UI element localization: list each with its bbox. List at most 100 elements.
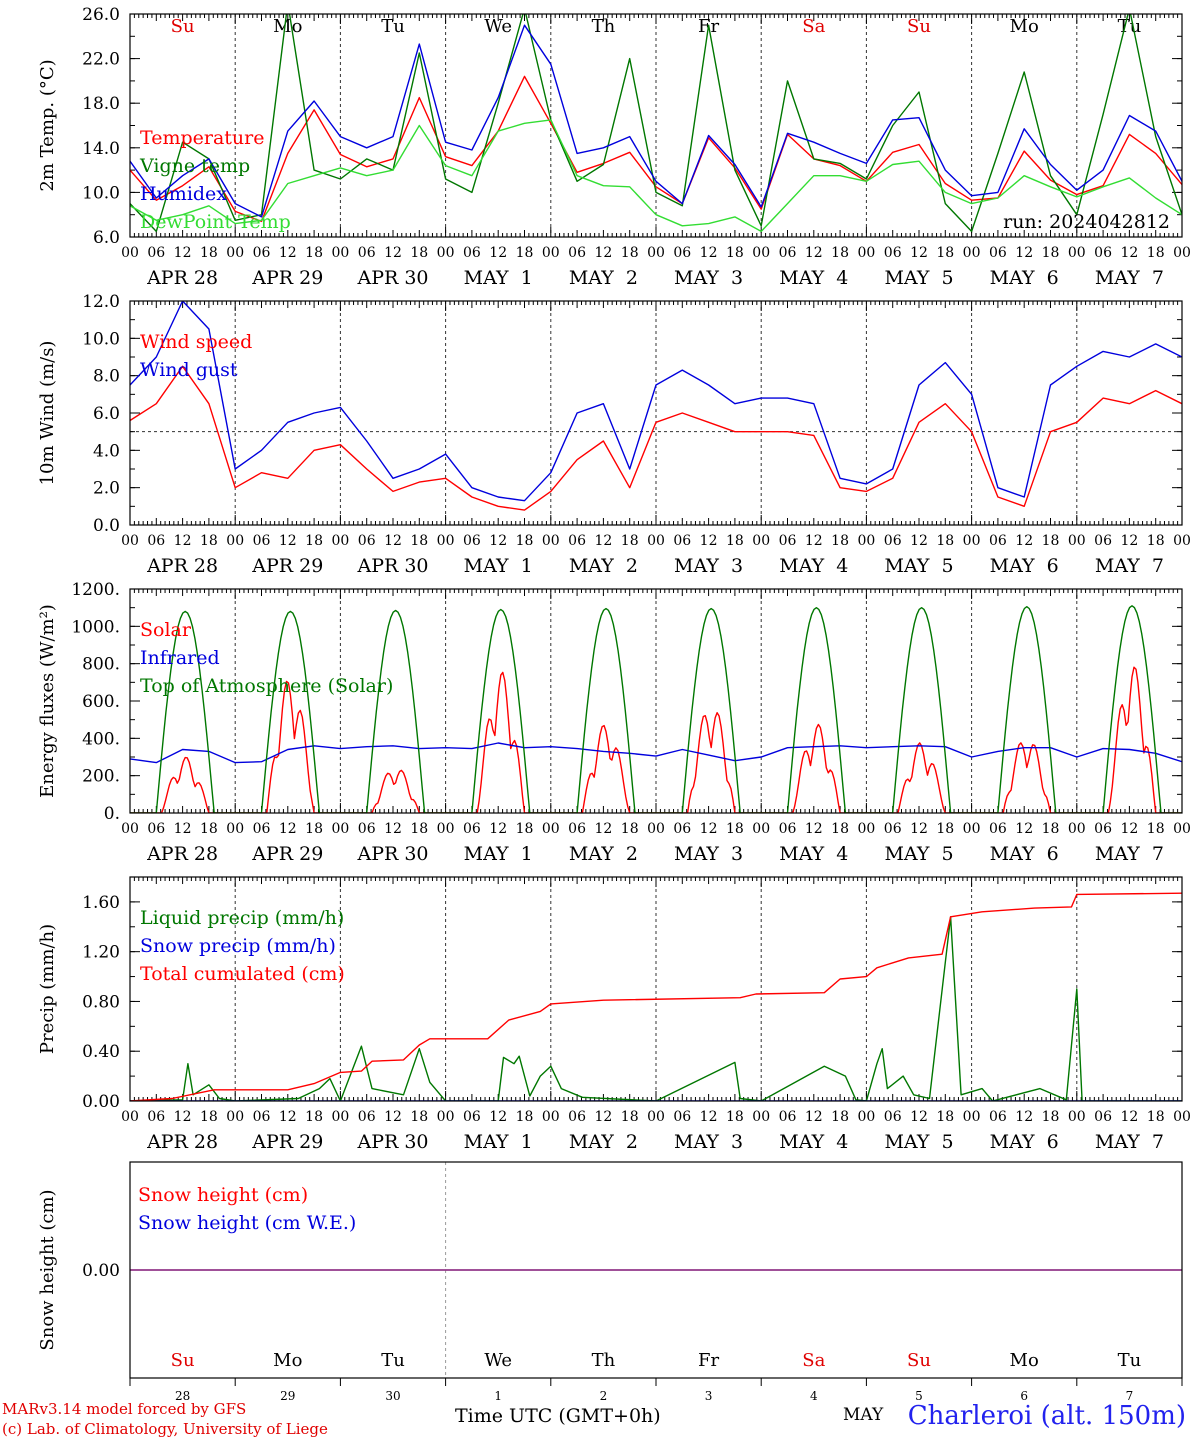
- y-tick-label: 12.0: [82, 292, 120, 312]
- hour-tick-label: 00: [647, 821, 665, 837]
- hour-tick-label: 18: [200, 1109, 218, 1125]
- hour-tick-label: 00: [437, 821, 455, 837]
- hour-tick-label: 12: [805, 1109, 823, 1125]
- hour-tick-label: 06: [989, 245, 1007, 261]
- legend-entry: Liquid precip (mm/h): [140, 907, 344, 929]
- panel-frame: [130, 589, 1182, 813]
- hour-tick-label: 06: [989, 821, 1007, 837]
- day-label: MAY 6: [990, 843, 1059, 865]
- hour-tick-label: 12: [384, 245, 402, 261]
- hour-tick-label: 18: [831, 1109, 849, 1125]
- hour-tick-label: 06: [779, 1109, 797, 1125]
- day-label: MAY 2: [569, 1131, 638, 1153]
- day-label: MAY 5: [884, 1131, 953, 1153]
- legend-entry: Vigne temp: [139, 155, 250, 177]
- y-axis-label: 2m Temp. (°C): [37, 59, 58, 191]
- hour-tick-label: 00: [1173, 821, 1191, 837]
- day-label: APR 28: [146, 1131, 218, 1153]
- y-tick-label: 0.00: [82, 1092, 120, 1112]
- weekday-label: Tu: [381, 1350, 405, 1371]
- hour-tick-label: 06: [1094, 821, 1112, 837]
- credit-line-model: MARv3.14 model forced by GFS: [2, 1400, 246, 1418]
- hour-tick-label: 12: [910, 533, 928, 549]
- hour-tick-label: 06: [989, 1109, 1007, 1125]
- hour-tick-label: 00: [1068, 245, 1086, 261]
- day-label: APR 30: [356, 555, 428, 577]
- y-tick-label: 4.0: [93, 441, 120, 461]
- hour-tick-label: 06: [779, 245, 797, 261]
- day-label: APR 30: [356, 1131, 428, 1153]
- hour-tick-label: 06: [673, 533, 691, 549]
- y-axis-label: Precip (mm/h): [37, 924, 58, 1054]
- hour-tick-label: 12: [279, 245, 297, 261]
- y-tick-label: 26.0: [82, 5, 120, 25]
- day-label: MAY 4: [779, 843, 848, 865]
- hour-tick-label: 12: [805, 533, 823, 549]
- y-tick-label: 0.00: [82, 1261, 120, 1281]
- hour-tick-label: 18: [1042, 1109, 1060, 1125]
- hour-tick-label: 12: [174, 533, 192, 549]
- weekday-label: Mo: [1010, 16, 1039, 37]
- hour-tick-label: 18: [936, 1109, 954, 1125]
- y-tick-label: 1.20: [82, 943, 120, 963]
- day-label: MAY 6: [990, 267, 1059, 289]
- day-label: MAY 3: [674, 555, 743, 577]
- day-label: MAY 7: [1095, 555, 1164, 577]
- y-tick-label: 0.40: [82, 1042, 120, 1062]
- x-axis-label: Time UTC (GMT+0h): [455, 1405, 661, 1427]
- hour-tick-label: 18: [1147, 821, 1165, 837]
- day-label: MAY 3: [674, 1131, 743, 1153]
- hour-tick-label: 06: [1094, 245, 1112, 261]
- hour-tick-label: 12: [384, 821, 402, 837]
- hour-tick-label: 18: [305, 533, 323, 549]
- bottom-month-label: MAY: [843, 1405, 883, 1425]
- hour-tick-label: 18: [516, 245, 534, 261]
- hour-tick-label: 00: [752, 1109, 770, 1125]
- hour-tick-label: 00: [542, 533, 560, 549]
- hour-tick-label: 00: [1068, 533, 1086, 549]
- day-label: MAY 2: [569, 267, 638, 289]
- day-label: MAY 4: [779, 267, 848, 289]
- station-label: Charleroi (alt. 150m): [908, 1401, 1186, 1431]
- weekday-label: Th: [592, 16, 616, 37]
- weekday-label: Su: [907, 1350, 931, 1371]
- hour-tick-label: 12: [174, 821, 192, 837]
- day-label: APR 30: [356, 843, 428, 865]
- hour-tick-label: 00: [963, 821, 981, 837]
- hour-tick-label: 06: [358, 1109, 376, 1125]
- panel-2: 0.0 2.0 4.0 6.0 8.0 10.0 12.0 10m Wind (m/s) 00 0…: [37, 292, 1194, 577]
- hour-tick-label: 18: [936, 245, 954, 261]
- weekday-label: We: [484, 1350, 512, 1371]
- legend-entry: Wind speed: [140, 331, 252, 353]
- day-label: MAY 2: [569, 555, 638, 577]
- day-label: APR 28: [146, 843, 218, 865]
- hour-tick-label: 12: [1015, 821, 1033, 837]
- hour-tick-label: 00: [542, 1109, 560, 1125]
- hour-tick-label: 06: [673, 1109, 691, 1125]
- panel-frame: [130, 14, 1182, 237]
- hour-tick-label: 06: [358, 245, 376, 261]
- weekday-label: Sa: [802, 1350, 825, 1371]
- day-label: MAY 1: [464, 843, 533, 865]
- hour-tick-label: 06: [568, 245, 586, 261]
- hour-tick-label: 18: [831, 245, 849, 261]
- hour-tick-label: 18: [936, 821, 954, 837]
- y-tick-label: 600.: [82, 692, 120, 712]
- y-tick-label: 1.60: [82, 893, 120, 913]
- hour-tick-label: 18: [200, 245, 218, 261]
- hour-tick-label: 06: [989, 533, 1007, 549]
- day-label: APR 30: [356, 267, 428, 289]
- day-label: MAY 1: [464, 267, 533, 289]
- weekday-label: Tu: [1118, 1350, 1142, 1371]
- series-line: [130, 366, 1194, 510]
- day-label: APR 29: [251, 843, 323, 865]
- weekday-label: Su: [171, 1350, 195, 1371]
- hour-tick-label: 18: [831, 533, 849, 549]
- hour-tick-label: 12: [279, 533, 297, 549]
- hour-tick-label: 18: [305, 245, 323, 261]
- hour-tick-label: 00: [963, 1109, 981, 1125]
- day-number-label: 2: [600, 1389, 608, 1403]
- legend-entry: Solar: [140, 619, 192, 641]
- panel-1: 6.0 10.0 14.0 18.0 22.0 26.0 2m Temp. (°C) 00 06…: [37, 3, 1191, 289]
- y-tick-label: 400.: [82, 729, 120, 749]
